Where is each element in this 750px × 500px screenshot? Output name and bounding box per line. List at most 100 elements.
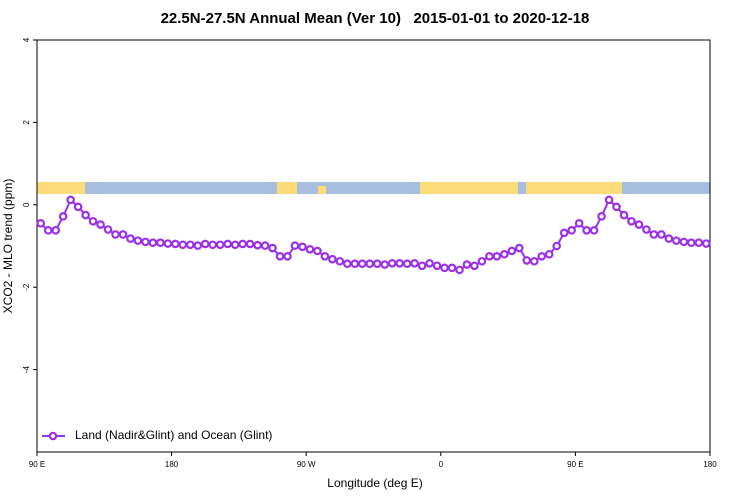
land-ocean-mask	[37, 182, 710, 194]
plot-frame	[36, 39, 711, 453]
data-point	[335, 256, 345, 266]
data-point	[118, 230, 128, 239]
data-point	[395, 259, 404, 268]
data-point	[313, 246, 322, 256]
x-tick-label: 90 W	[297, 460, 316, 469]
data-point	[111, 230, 120, 239]
data-point	[238, 239, 247, 249]
data-point	[51, 226, 60, 235]
data-point	[657, 230, 666, 239]
data-point	[529, 256, 539, 266]
data-point	[81, 210, 90, 220]
data-point	[357, 259, 367, 269]
data-point	[126, 234, 135, 243]
data-point	[163, 239, 173, 248]
data-point	[73, 202, 83, 212]
data-point	[260, 241, 270, 250]
data-point	[559, 228, 569, 238]
land-band	[318, 186, 326, 194]
data-point	[447, 263, 457, 273]
data-point	[552, 241, 562, 251]
data-point	[223, 239, 232, 249]
data-point	[156, 238, 165, 248]
data-point	[185, 240, 195, 250]
data-point	[634, 220, 644, 229]
y-axis-label: XCO2 - MLO trend (ppm)	[1, 179, 15, 314]
data-point	[582, 226, 591, 235]
data-point	[492, 251, 502, 261]
data-point	[380, 260, 390, 269]
data-point	[290, 241, 300, 250]
data-point	[283, 251, 292, 261]
data-point	[425, 259, 434, 268]
data-point	[208, 240, 218, 250]
x-tick-label: 0	[439, 460, 444, 469]
data-point	[642, 225, 651, 234]
data-point	[43, 226, 53, 235]
data-point	[245, 239, 255, 249]
data-point	[200, 239, 210, 249]
data-point	[410, 259, 419, 268]
data-point	[515, 243, 524, 253]
data-point	[672, 236, 681, 245]
data-point	[253, 240, 262, 250]
land-band	[526, 182, 622, 194]
data-point	[589, 226, 599, 235]
data-point	[477, 256, 487, 266]
data-point	[193, 241, 203, 250]
data-point	[275, 251, 285, 261]
data-point	[141, 237, 150, 247]
legend-label: Land (Nadir&Glint) and Ocean (Glint)	[75, 428, 272, 442]
data-point	[664, 234, 674, 243]
data-point	[537, 251, 547, 261]
data-point	[627, 216, 636, 226]
data-point	[612, 202, 621, 212]
data-point	[417, 261, 427, 271]
data-point	[298, 242, 307, 252]
data-point	[567, 226, 576, 235]
data-point	[470, 261, 479, 271]
y-tick-label: -2	[22, 283, 31, 291]
x-tick-label: 90 E	[567, 460, 583, 469]
chart-title: 22.5N-27.5N Annual Mean (Ver 10) 2015-01…	[161, 10, 590, 27]
data-point	[66, 195, 75, 205]
x-tick-label: 180	[165, 460, 179, 469]
y-tick-label: 2	[22, 120, 31, 125]
data-point	[103, 225, 113, 234]
x-axis-label: Longitude (deg E)	[327, 476, 422, 490]
series-line	[40, 198, 707, 271]
data-point	[215, 240, 225, 250]
data-point	[597, 212, 606, 221]
data-point	[432, 261, 442, 271]
data-point	[230, 240, 240, 250]
data-point	[687, 238, 696, 248]
x-tick-label: 180	[703, 460, 717, 469]
data-point	[178, 240, 188, 250]
data-point	[500, 249, 509, 259]
data-point	[455, 265, 464, 275]
land-band	[420, 182, 518, 194]
data-point	[96, 220, 105, 229]
data-point	[402, 259, 412, 269]
data-point	[372, 259, 382, 269]
y-tick-label: 0	[22, 202, 31, 207]
y-tick-label: -4	[22, 365, 31, 373]
data-point	[58, 212, 68, 221]
data-point	[343, 259, 352, 269]
data-point	[171, 239, 180, 249]
data-point	[328, 254, 337, 264]
land-band	[37, 182, 85, 194]
data-point	[350, 259, 360, 269]
data-point	[604, 195, 614, 205]
y-tick-label: 4	[22, 37, 31, 42]
data-point	[36, 219, 46, 228]
data-point	[440, 263, 449, 273]
data-point	[649, 230, 659, 239]
data-point	[485, 251, 494, 261]
data-point	[679, 237, 689, 247]
data-point	[507, 246, 517, 256]
data-point	[694, 238, 704, 248]
data-point	[268, 243, 277, 253]
data-point	[88, 216, 98, 226]
data-point	[133, 236, 143, 245]
